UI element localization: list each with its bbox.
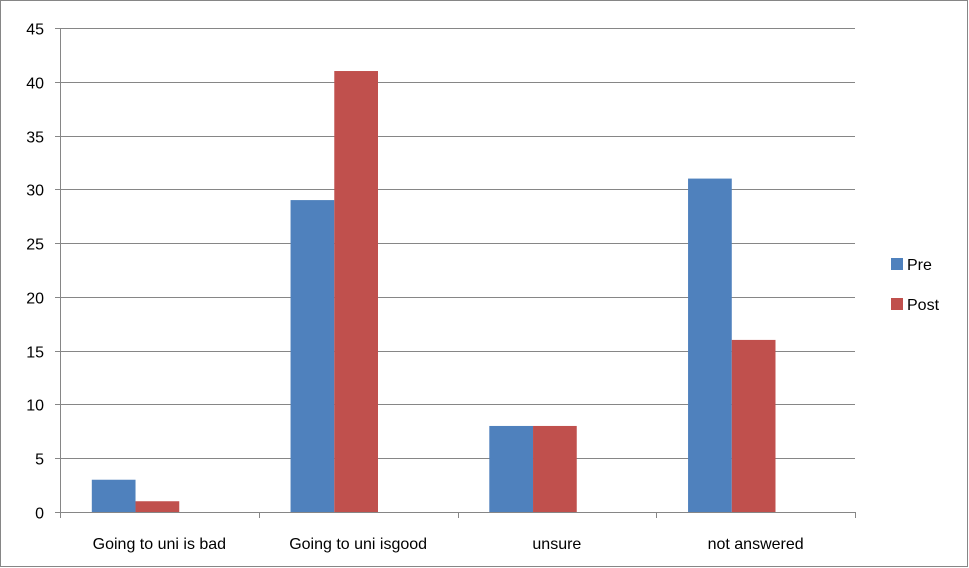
legend-swatch-post: [891, 298, 903, 310]
legend-label-pre: Pre: [907, 257, 932, 274]
bar-pre-3: [688, 178, 732, 513]
bar-pre-0: [91, 479, 136, 512]
legend-label-post: Post: [907, 297, 940, 314]
y-tick-label: 5: [35, 452, 44, 469]
gridlines: [60, 28, 855, 459]
y-tick-label: 10: [26, 398, 44, 415]
y-tick-label: 30: [26, 183, 44, 200]
bar-pre-2: [489, 425, 534, 512]
legend: Pre Post: [891, 257, 940, 314]
x-category-label: unsure: [532, 536, 581, 553]
legend-swatch-pre: [891, 258, 903, 270]
y-tick-label: 45: [26, 22, 44, 39]
y-tick-label: 25: [26, 237, 44, 254]
x-category-label: Going to uni isgood: [289, 536, 427, 553]
bar-post-3: [731, 339, 776, 512]
bar-pre-1: [290, 200, 335, 513]
axes: 0 5 10 15 20 25 30 35 40 45 Going to uni is bad Goi…: [26, 22, 856, 553]
y-tick-label: 15: [26, 345, 44, 362]
bar-post-0: [135, 501, 180, 512]
x-category-label: Going to uni is bad: [93, 536, 226, 553]
bars: [91, 71, 776, 513]
bar-post-2: [533, 425, 577, 512]
y-tick-label: 20: [26, 291, 44, 308]
x-category-label: not answered: [708, 536, 804, 553]
y-tick-label: 40: [26, 76, 44, 93]
y-tick-label: 0: [35, 506, 44, 523]
bar-post-1: [334, 71, 378, 513]
y-tick-label: 35: [26, 130, 44, 147]
